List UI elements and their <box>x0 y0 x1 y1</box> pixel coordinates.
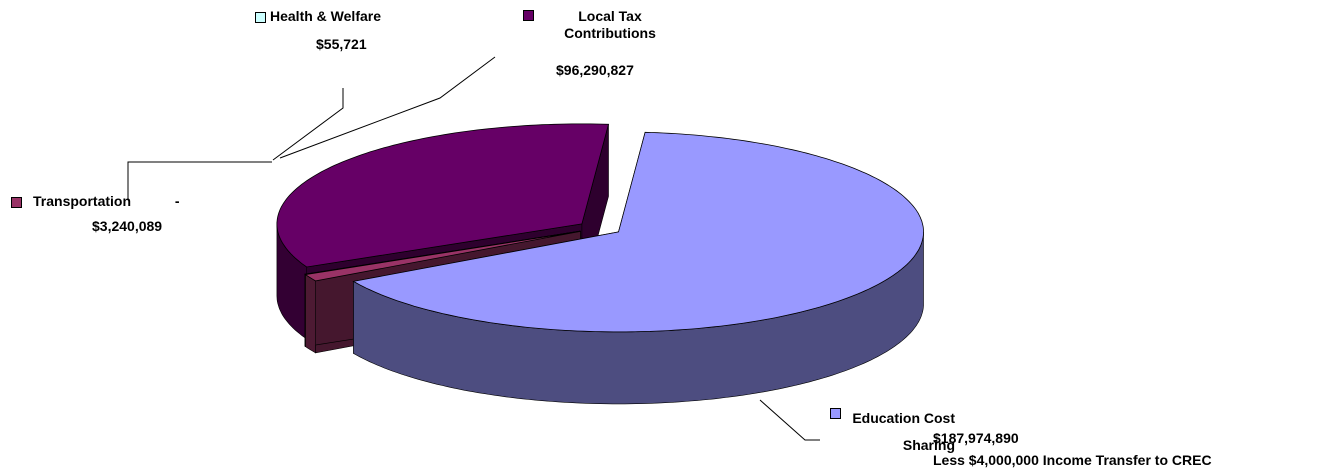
legend-swatch <box>11 197 22 208</box>
leader-line <box>279 56 496 159</box>
slice-wall <box>305 274 316 354</box>
value-label: $3,240,089 <box>92 218 163 234</box>
category-label: Local Tax Contributions <box>564 8 656 41</box>
leader-line <box>127 161 272 200</box>
value-label: $96,290,827 <box>556 62 634 78</box>
category-label: Health & Welfare <box>270 8 381 24</box>
value-label: $187,974,890 <box>933 430 1019 446</box>
category-label: Education Cost Sharing <box>852 410 955 453</box>
legend-swatch <box>523 10 534 21</box>
leader-line <box>759 399 820 441</box>
slice <box>352 131 924 333</box>
slice <box>276 123 610 268</box>
annotation: Less $4,000,000 Income Transfer to CREC <box>933 452 1212 468</box>
legend-swatch <box>830 408 841 419</box>
category-label: Transportation - <box>33 193 180 209</box>
value-label: $55,721 <box>316 36 367 52</box>
legend-swatch <box>255 12 266 23</box>
slice <box>304 230 581 282</box>
leader-line <box>272 88 344 161</box>
